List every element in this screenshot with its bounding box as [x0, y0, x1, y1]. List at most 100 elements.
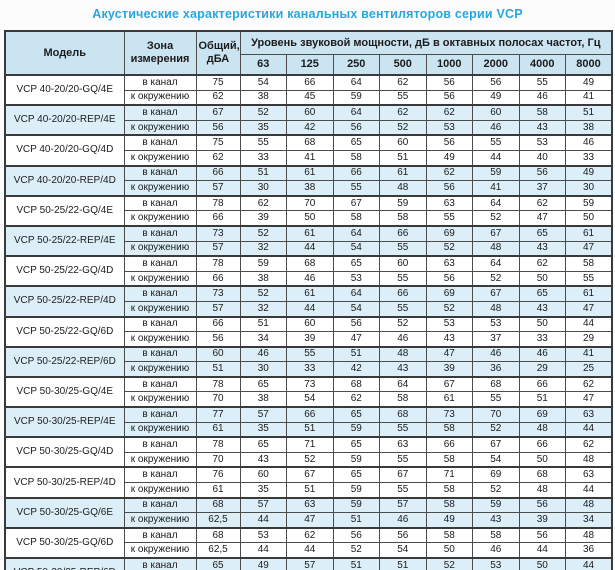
octave-value-cell: 49: [565, 164, 613, 182]
octave-value-cell: 29: [565, 331, 613, 348]
octave-value-cell: 32: [239, 240, 287, 257]
octave-value-cell: 67: [286, 466, 334, 484]
octave-value-cell: 53: [425, 119, 473, 136]
octave-value-cell: 55: [332, 180, 380, 197]
octave-value-cell: 43: [518, 119, 566, 136]
octave-value-cell: 47: [565, 391, 613, 408]
octave-value-cell: 61: [565, 285, 613, 302]
header-freq-500: 500: [379, 54, 427, 76]
octave-value-cell: 44: [239, 512, 287, 529]
octave-value-cell: 60: [379, 134, 427, 151]
octave-value-cell: 62: [379, 73, 427, 91]
octave-value-cell: 37: [472, 331, 520, 348]
octave-value-cell: 65: [332, 466, 380, 484]
table-row: к окружению 51 30 33 42 43 39 36 29 25: [5, 361, 613, 378]
table-row: к окружению 70 43 52 59 55 58 54 50 48: [5, 451, 613, 468]
table-row: к окружению 61 35 51 59 55 58 52 48 44: [5, 482, 613, 499]
octave-value-cell: 56: [425, 73, 473, 91]
octave-value-cell: 29: [518, 361, 566, 378]
octave-value-cell: 62: [425, 164, 473, 182]
octave-value-cell: 52: [425, 300, 473, 318]
octave-value-cell: 48: [379, 345, 427, 363]
octave-value-cell: 63: [565, 406, 613, 423]
octave-value-cell: 56: [425, 89, 473, 106]
octave-value-cell: 64: [379, 375, 427, 393]
octave-value-cell: 65: [332, 255, 380, 272]
total-dba-cell: 67: [195, 104, 241, 121]
octave-value-cell: 44: [472, 149, 520, 167]
table-row: VCP 50-25/22-GQ/4E в канал 78 62 70 67 59 63 64 6…: [4, 194, 613, 227]
total-dba-cell: 57: [195, 300, 241, 318]
octave-value-cell: 53: [472, 556, 520, 570]
octave-value-cell: 56: [518, 496, 566, 514]
octave-value-cell: 53: [239, 526, 287, 544]
octave-value-cell: 52: [239, 285, 287, 302]
total-dba-cell: 56: [195, 331, 241, 348]
model-cell: VCP 50-30/25-REP/4E: [4, 406, 125, 438]
octave-value-cell: 46: [565, 134, 613, 151]
octave-value-cell: 52: [472, 421, 520, 438]
table-row: VCP 40-20/20-GQ/4D в канал 75 55 68 65 60 56 55 5…: [4, 134, 613, 167]
octave-value-cell: 69: [472, 466, 520, 484]
octave-value-cell: 58: [379, 391, 427, 408]
model-cell: VCP 40-20/20-REP/4D: [4, 164, 125, 197]
total-dba-cell: 66: [195, 164, 241, 182]
octave-value-cell: 44: [565, 556, 613, 570]
octave-value-cell: 46: [379, 512, 427, 529]
table-row: к окружению 62 33 41 58 51 49 44 40 33: [5, 149, 613, 167]
octave-value-cell: 59: [332, 482, 380, 499]
octave-value-cell: 53: [518, 134, 566, 151]
octave-value-cell: 55: [379, 482, 427, 499]
octave-value-cell: 63: [425, 194, 473, 212]
total-dba-cell: 61: [195, 482, 241, 499]
octave-value-cell: 51: [286, 421, 334, 438]
zone-cell: в канал: [123, 345, 197, 363]
octave-value-cell: 63: [286, 496, 334, 514]
octave-value-cell: 67: [472, 285, 520, 302]
octave-value-cell: 67: [379, 466, 427, 484]
octave-value-cell: 44: [239, 542, 287, 559]
octave-value-cell: 50: [518, 451, 566, 468]
octave-value-cell: 59: [472, 496, 520, 514]
zone-cell: в канал: [123, 436, 197, 453]
table-row: к окружению 61 35 51 59 55 58 52 48 44: [5, 421, 613, 438]
table-row: VCP 50-25/22-REP/4E в канал 73 52 61 64 66 69 67…: [4, 224, 613, 257]
octave-value-cell: 54: [379, 542, 427, 559]
octave-value-cell: 50: [518, 315, 566, 333]
octave-value-cell: 47: [332, 331, 380, 348]
octave-value-cell: 59: [332, 89, 380, 106]
table-row: VCP 50-25/22-REP/4D в канал 73 52 61 64 66 69 67…: [4, 285, 613, 318]
octave-value-cell: 65: [518, 224, 566, 242]
octave-value-cell: 58: [565, 255, 613, 272]
total-dba-cell: 62,5: [195, 512, 241, 529]
octave-value-cell: 52: [239, 224, 287, 242]
octave-value-cell: 33: [565, 149, 613, 167]
octave-value-cell: 65: [332, 436, 380, 453]
zone-cell: в канал: [123, 285, 197, 302]
total-dba-cell: 62: [195, 89, 241, 106]
zone-cell: в канал: [123, 104, 197, 121]
model-cell: VCP 50-25/22-REP/4D: [4, 285, 125, 318]
octave-value-cell: 56: [472, 73, 520, 91]
octave-value-cell: 48: [379, 180, 427, 197]
table-row: VCP 40-20/20-GQ/4E в канал 75 54 66 64 62 56 56 5…: [4, 73, 613, 106]
octave-value-cell: 58: [425, 482, 473, 499]
octave-value-cell: 55: [379, 270, 427, 287]
octave-value-cell: 73: [286, 375, 334, 393]
octave-value-cell: 52: [286, 451, 334, 468]
octave-value-cell: 54: [286, 391, 334, 408]
zone-cell: в канал: [123, 466, 197, 484]
table-row: VCP 50-30/25-GQ/4E в канал 78 65 73 68 64 67 68 6…: [4, 375, 613, 408]
octave-value-cell: 55: [286, 345, 334, 363]
octave-value-cell: 51: [379, 556, 427, 570]
octave-value-cell: 52: [239, 104, 287, 121]
octave-value-cell: 48: [518, 482, 566, 499]
octave-value-cell: 68: [286, 255, 334, 272]
octave-value-cell: 65: [239, 375, 287, 393]
total-dba-cell: 57: [195, 180, 241, 197]
zone-cell: в канал: [123, 164, 197, 182]
table-row: к окружению 62,5 44 44 52 54 50 46 44 36: [5, 542, 613, 559]
octave-value-cell: 44: [565, 421, 613, 438]
octave-value-cell: 51: [239, 164, 287, 182]
octave-value-cell: 59: [379, 194, 427, 212]
